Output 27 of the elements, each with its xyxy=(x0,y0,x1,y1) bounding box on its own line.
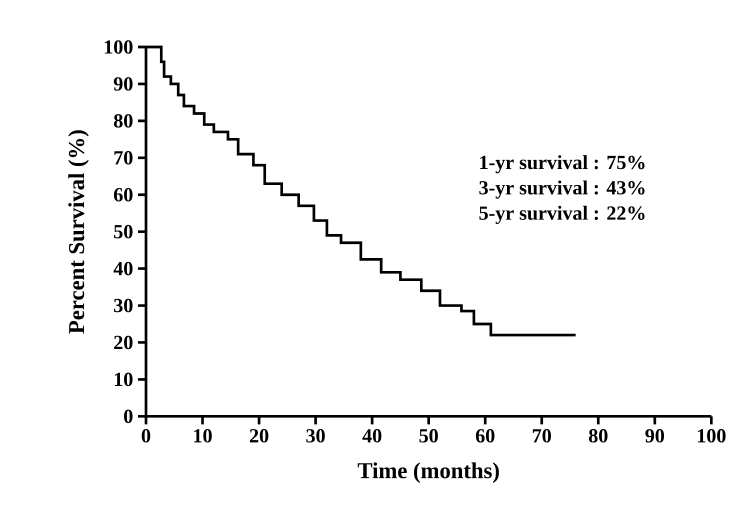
x-tick-label: 10 xyxy=(194,429,212,443)
x-axis-title: Time (months) xyxy=(358,462,499,483)
x-tick-label: 20 xyxy=(250,429,268,443)
y-tick-label: 30 xyxy=(114,298,133,312)
annotation: 3-yr survival : 43% xyxy=(479,180,644,199)
x-tick-label: 40 xyxy=(362,429,382,443)
y-tick-label: 70 xyxy=(114,151,133,165)
y-tick-label: 10 xyxy=(114,372,133,386)
y-tick-label: 80 xyxy=(114,114,133,128)
x-tick-label: 100 xyxy=(698,429,726,443)
x-tick-label: 60 xyxy=(476,429,494,443)
y-tick-label: 90 xyxy=(114,77,133,91)
y-tick-label: 20 xyxy=(114,336,133,350)
x-tick-label: 50 xyxy=(419,429,438,443)
y-axis-title: Percent Survival (%) xyxy=(68,130,89,334)
x-tick-label: 0 xyxy=(142,429,150,443)
x-tick-label: 90 xyxy=(645,429,664,443)
x-tick-label: 70 xyxy=(532,429,551,443)
y-tick-label: 50 xyxy=(114,224,133,238)
y-tick-label: 0 xyxy=(124,410,133,424)
y-tick-label: 100 xyxy=(104,40,133,54)
annotation: 5-yr survival : 22% xyxy=(479,206,644,224)
annotation: 1-yr survival : 75% xyxy=(480,155,644,174)
y-tick-label: 40 xyxy=(114,262,133,276)
y-tick-label: 60 xyxy=(114,188,133,202)
x-tick-label: 30 xyxy=(306,429,325,443)
x-tick-label: 80 xyxy=(588,429,608,443)
